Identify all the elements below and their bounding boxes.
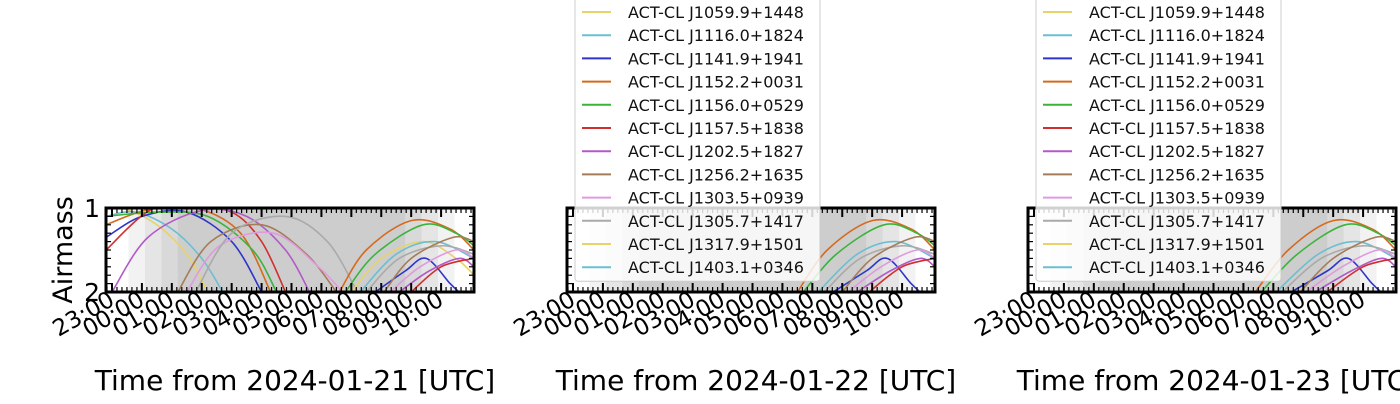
legend-label: ACT-CL J1141.9+1941 bbox=[628, 49, 804, 68]
y-axis-label: Airmass bbox=[48, 196, 79, 304]
airmass-curve bbox=[832, 257, 921, 292]
x-tick-label: 10:00 bbox=[839, 287, 909, 343]
legend-label: ACT-CL J1303.5+0939 bbox=[1089, 189, 1265, 208]
y-tick-label: 2 bbox=[84, 278, 100, 307]
legend-label: ACT-CL J1157.5+1838 bbox=[1089, 119, 1265, 138]
airmass-curve bbox=[1290, 257, 1382, 292]
legend-label: ACT-CL J1202.5+1827 bbox=[1089, 142, 1265, 161]
legend-label: ACT-CL J1059.9+1448 bbox=[628, 3, 804, 22]
legend-label: ACT-CL J1116.0+1824 bbox=[1089, 26, 1265, 45]
legend-label: ACT-CL J1403.1+0346 bbox=[1089, 258, 1265, 277]
legend-label: ACT-CL J1202.5+1827 bbox=[628, 142, 804, 161]
airmass-curve bbox=[350, 240, 474, 292]
airmass-curve bbox=[398, 257, 474, 292]
airmass-curve bbox=[1299, 235, 1396, 292]
airmass-panel-3: 23:0000:0001:0002:0003:0004:0005:0006:00… bbox=[971, 0, 1400, 397]
x-axis-label: Time from 2024-01-22 [UTC] bbox=[555, 364, 956, 397]
legend-label: ACT-CL J1317.9+1501 bbox=[1089, 235, 1265, 254]
airmass-curve bbox=[186, 231, 343, 292]
y-tick-label: 1 bbox=[84, 194, 100, 223]
legend-label: ACT-CL J1152.2+0031 bbox=[1089, 73, 1265, 92]
airmass-curve bbox=[1314, 257, 1396, 292]
legend: ACT-CL J1059.9+1448 ACT-CL J1116.0+1824 AC… bbox=[1035, 0, 1282, 282]
legend-label: ACT-CL J1317.9+1501 bbox=[628, 235, 804, 254]
legend-label: ACT-CL J1305.7+1417 bbox=[628, 212, 804, 231]
airmass-curve bbox=[847, 249, 935, 292]
legend-label: ACT-CL J1303.5+0939 bbox=[628, 189, 804, 208]
airmass-curve bbox=[374, 257, 460, 292]
plot-background bbox=[106, 208, 474, 292]
legend-box bbox=[574, 0, 821, 282]
x-tick-label: 10:00 bbox=[1300, 287, 1370, 343]
airmass-curve bbox=[365, 244, 474, 292]
x-axis-label: Time from 2024-01-21 [UTC] bbox=[94, 364, 495, 397]
legend-label: ACT-CL J1156.0+0529 bbox=[628, 96, 804, 115]
airmass-curve bbox=[1326, 257, 1396, 292]
legend-label: ACT-CL J1141.9+1941 bbox=[1089, 49, 1265, 68]
legend-box bbox=[1035, 0, 1282, 282]
plot-area bbox=[106, 208, 474, 292]
airmass-curve bbox=[823, 244, 935, 292]
airmass-curve bbox=[389, 249, 474, 292]
legend-label: ACT-CL J1152.2+0031 bbox=[628, 73, 804, 92]
x-tick-label: 10:00 bbox=[378, 287, 448, 343]
legend-label: ACT-CL J1305.7+1417 bbox=[1089, 212, 1265, 231]
airmass-curve bbox=[868, 257, 935, 292]
airmass-curve bbox=[856, 257, 935, 292]
legend-label: ACT-CL J1256.2+1635 bbox=[628, 165, 804, 184]
legend-label: ACT-CL J1256.2+1635 bbox=[1089, 165, 1265, 184]
airmass-panel-1: 23:0000:0001:0002:0003:0004:0005:0006:00… bbox=[48, 194, 495, 397]
airmass-curve bbox=[383, 235, 474, 292]
airmass-curve bbox=[106, 210, 224, 292]
legend-label: ACT-CL J1059.9+1448 bbox=[1089, 3, 1265, 22]
legend: ACT-CL J1059.9+1448 ACT-CL J1116.0+1824 AC… bbox=[574, 0, 821, 282]
airmass-curve bbox=[195, 215, 358, 292]
airmass-curve bbox=[410, 257, 474, 292]
legend-label: ACT-CL J1403.1+0346 bbox=[628, 258, 804, 277]
airmass-curve bbox=[1281, 244, 1396, 292]
legend-label: ACT-CL J1116.0+1824 bbox=[628, 26, 804, 45]
airmass-panel-2: 23:0000:0001:0002:0003:0004:0005:0006:00… bbox=[510, 0, 956, 397]
airmass-curve bbox=[841, 235, 935, 292]
legend-label: ACT-CL J1156.0+0529 bbox=[1089, 96, 1265, 115]
x-axis-label: Time from 2024-01-23 [UTC] bbox=[1016, 364, 1400, 397]
airmass-curve bbox=[106, 211, 278, 292]
airmass-curve bbox=[1305, 249, 1396, 292]
legend-label: ACT-CL J1157.5+1838 bbox=[628, 119, 804, 138]
